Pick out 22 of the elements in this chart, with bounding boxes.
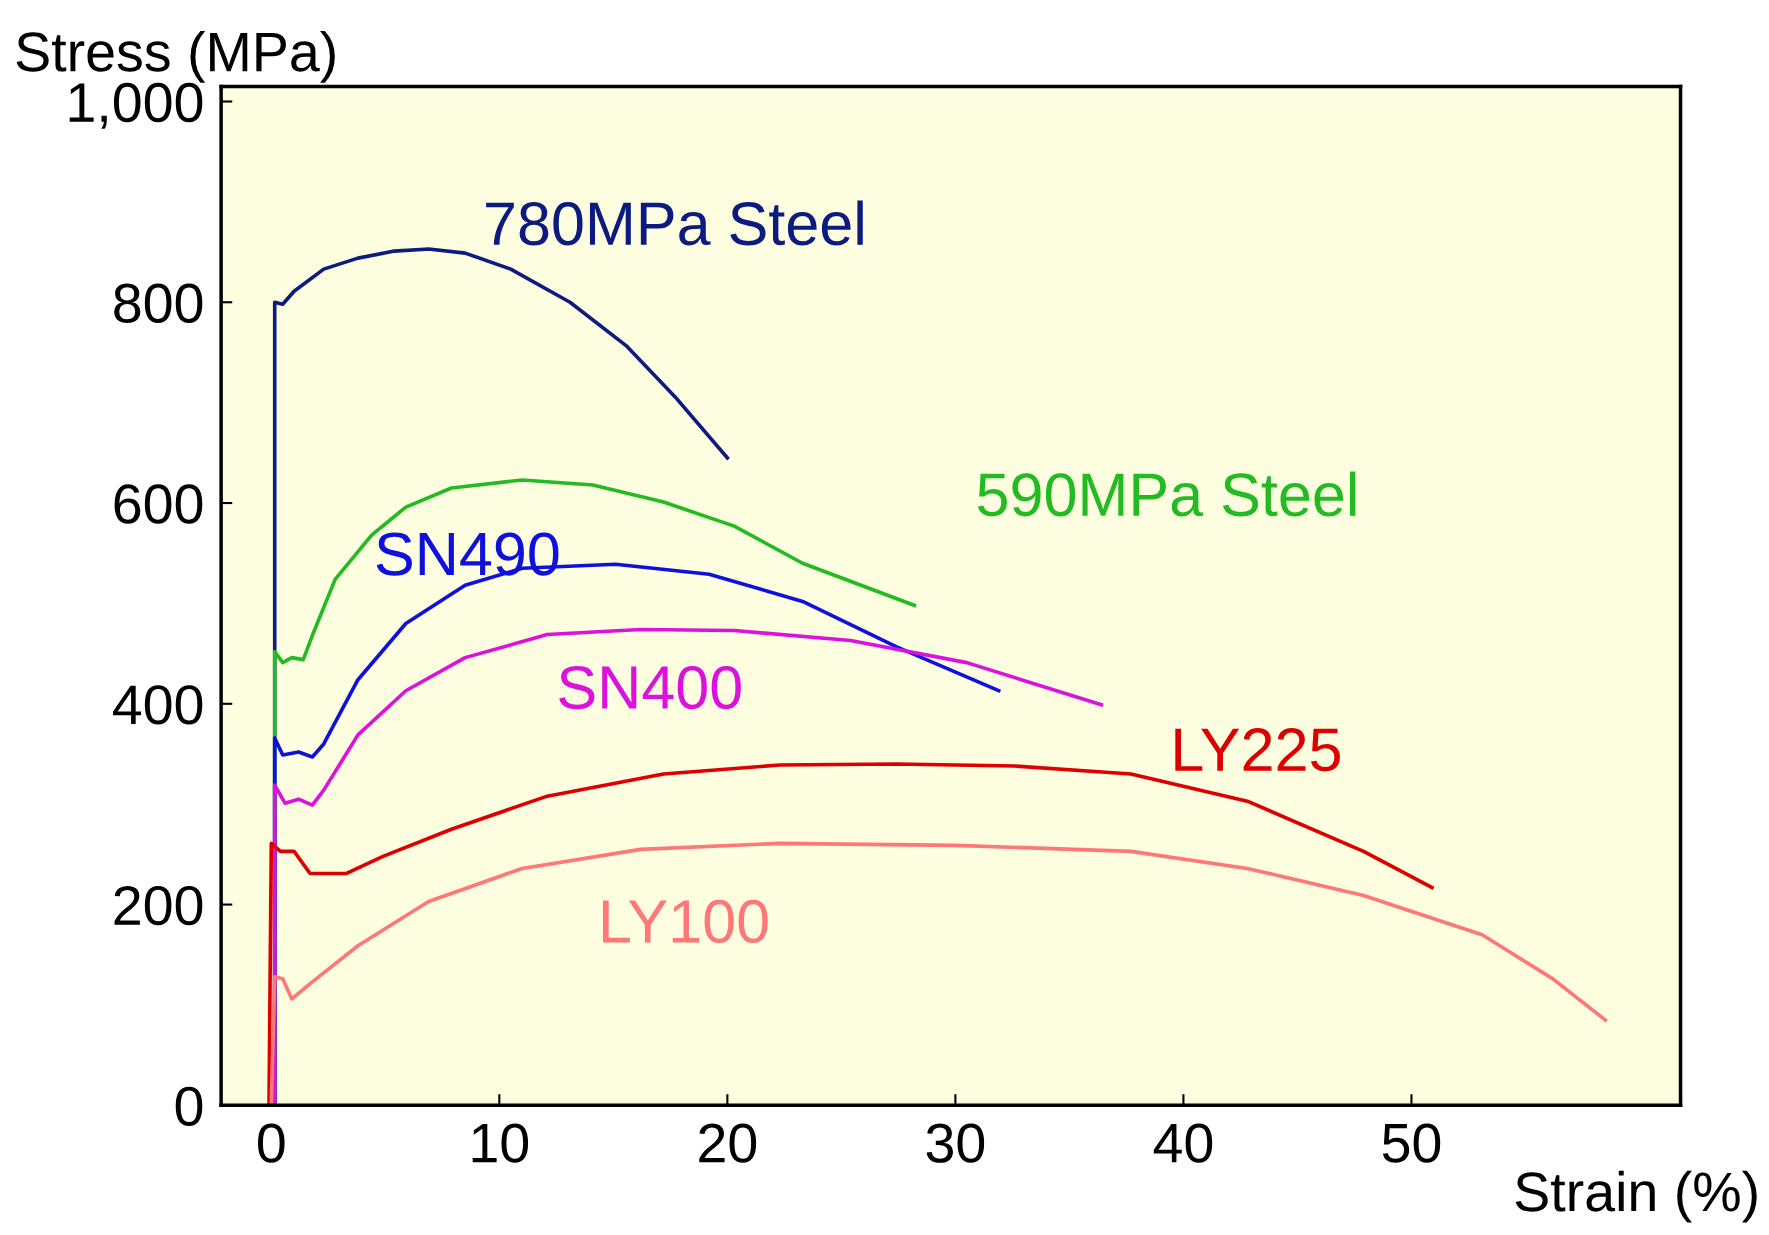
series-label: LY225 <box>1175 728 1340 772</box>
line-series <box>272 627 1104 1106</box>
series-label: SN490 <box>376 532 559 576</box>
x-tick-label: 30 <box>926 1123 985 1163</box>
y-tick-label: 200 <box>114 885 203 926</box>
x-tick-label: 0 <box>258 1123 285 1163</box>
x-tick-label: 40 <box>1153 1123 1213 1163</box>
series-label: 780MPa Steel <box>486 200 863 246</box>
x-tick-label: 10 <box>472 1123 529 1163</box>
line-series <box>269 841 1608 1106</box>
series-label: 590MPa Steel <box>977 471 1356 517</box>
series-label: SN400 <box>559 665 741 710</box>
x-tick-label: 20 <box>699 1123 757 1163</box>
x-axis-title: Strain (%) <box>1515 1170 1757 1223</box>
y-tick-label: 800 <box>114 283 203 323</box>
y-tick-label: 600 <box>114 484 203 524</box>
y-tick-label: 1,000 <box>69 82 203 129</box>
series-label: LY100 <box>602 899 768 944</box>
y-tick-label: 0 <box>175 1086 203 1126</box>
y-tick-label: 400 <box>113 685 203 725</box>
x-tick-label: 50 <box>1382 1123 1441 1163</box>
y-axis-title: Stress (MPa) <box>16 30 335 83</box>
